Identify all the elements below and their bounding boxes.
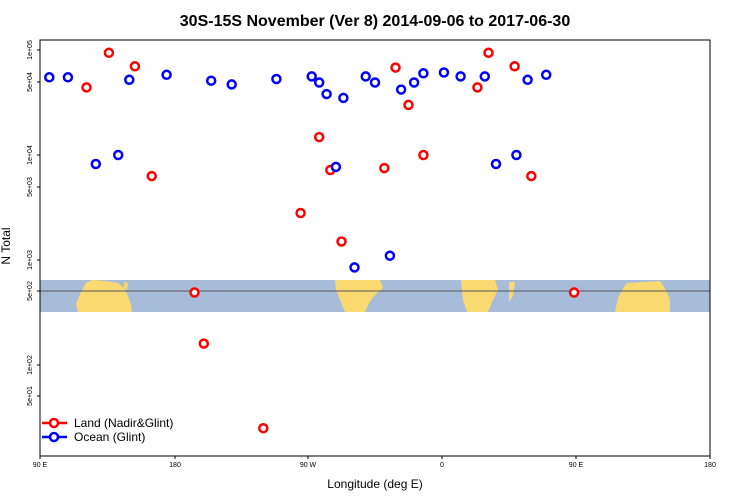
y-tick-label: 5e+04 [27, 72, 34, 92]
ocean-point [321, 88, 332, 100]
land-point [189, 287, 200, 298]
legend-swatch-marker [48, 417, 60, 429]
ocean-point [44, 72, 55, 83]
ocean-point [306, 71, 317, 82]
land-point [472, 82, 483, 93]
ocean-point [522, 74, 533, 86]
ocean-point [384, 250, 396, 261]
legend-swatch-marker [48, 431, 60, 443]
ocean-point [112, 149, 124, 161]
land-point [568, 287, 580, 298]
x-tick-label: 90 E [569, 462, 584, 469]
ocean-point [360, 71, 371, 82]
y-axis: 1e+05 5e+04 1e+04 5e+03 1e+03 5e+02 1e+0… [0, 40, 40, 406]
ocean-point [205, 75, 217, 86]
continent-shape [124, 282, 128, 290]
ocean-point [226, 79, 237, 90]
land-point [129, 61, 141, 72]
land-point [403, 99, 414, 111]
land-point [146, 170, 157, 182]
ocean-point [271, 73, 282, 85]
land-point [379, 162, 390, 174]
map-strip [40, 280, 710, 312]
ocean-point [330, 161, 342, 173]
land-point [103, 47, 115, 59]
land-point [313, 131, 325, 143]
ocean-point [62, 72, 74, 83]
data-points [44, 47, 580, 434]
ocean-point [369, 77, 381, 88]
ocean-point [418, 68, 429, 79]
ocean-point [313, 77, 325, 88]
land-point [483, 47, 494, 59]
legend-label: Ocean (Glint) [74, 430, 145, 444]
ocean-point [90, 158, 102, 170]
land-point [390, 62, 401, 73]
continent-shapes [76, 280, 670, 312]
land-point [509, 61, 520, 72]
continent-shape [509, 282, 515, 302]
ocean-point [338, 92, 349, 104]
ocean-point [408, 77, 420, 88]
x-tick-label: 90 W [300, 462, 317, 469]
x-tick-label: 180 [704, 462, 716, 469]
continent-shape [461, 280, 498, 312]
land-point [526, 170, 537, 182]
y-tick-label: 1e+05 [27, 40, 34, 60]
x-tick-label: 90 E [33, 462, 48, 469]
land-point [81, 82, 92, 93]
y-tick-label: 1e+03 [27, 250, 34, 270]
x-tick-label: 180 [169, 462, 181, 469]
y-tick-label: 1e+04 [27, 145, 34, 165]
y-axis-label: N Total [0, 227, 13, 264]
ocean-point [349, 262, 360, 273]
legend: Land (Nadir&Glint) Ocean (Glint) [42, 416, 173, 444]
x-tick-label: 0 [440, 462, 444, 469]
continent-shape [615, 281, 670, 312]
y-tick-label: 5e+02 [27, 281, 34, 301]
continent-shape [76, 280, 132, 312]
x-axis: 90 E 180 90 W 0 90 E 180 Longitude (deg … [33, 456, 716, 491]
ocean-point [124, 74, 135, 86]
ocean-point [161, 69, 172, 81]
chart-title: 30S-15S November (Ver 8) 2014-09-06 to 2… [180, 13, 571, 30]
land-point [258, 422, 269, 434]
land-point [198, 338, 210, 349]
land-point [336, 236, 347, 247]
ocean-point [455, 71, 466, 82]
land-point [418, 149, 429, 161]
y-tick-label: 5e+01 [27, 386, 34, 406]
land-point [295, 207, 306, 219]
plot-frame [39, 39, 711, 457]
ocean-point [511, 149, 522, 161]
legend-label: Land (Nadir&Glint) [74, 416, 173, 430]
ocean-point [540, 69, 552, 81]
x-axis-label: Longitude (deg E) [327, 477, 422, 491]
continent-shape [335, 280, 383, 312]
ocean-point [490, 158, 502, 170]
ocean-point [395, 84, 407, 95]
y-tick-label: 5e+03 [27, 177, 34, 197]
y-tick-label: 1e+02 [27, 355, 34, 375]
ocean-point [479, 71, 491, 82]
ocean-point [438, 67, 450, 78]
